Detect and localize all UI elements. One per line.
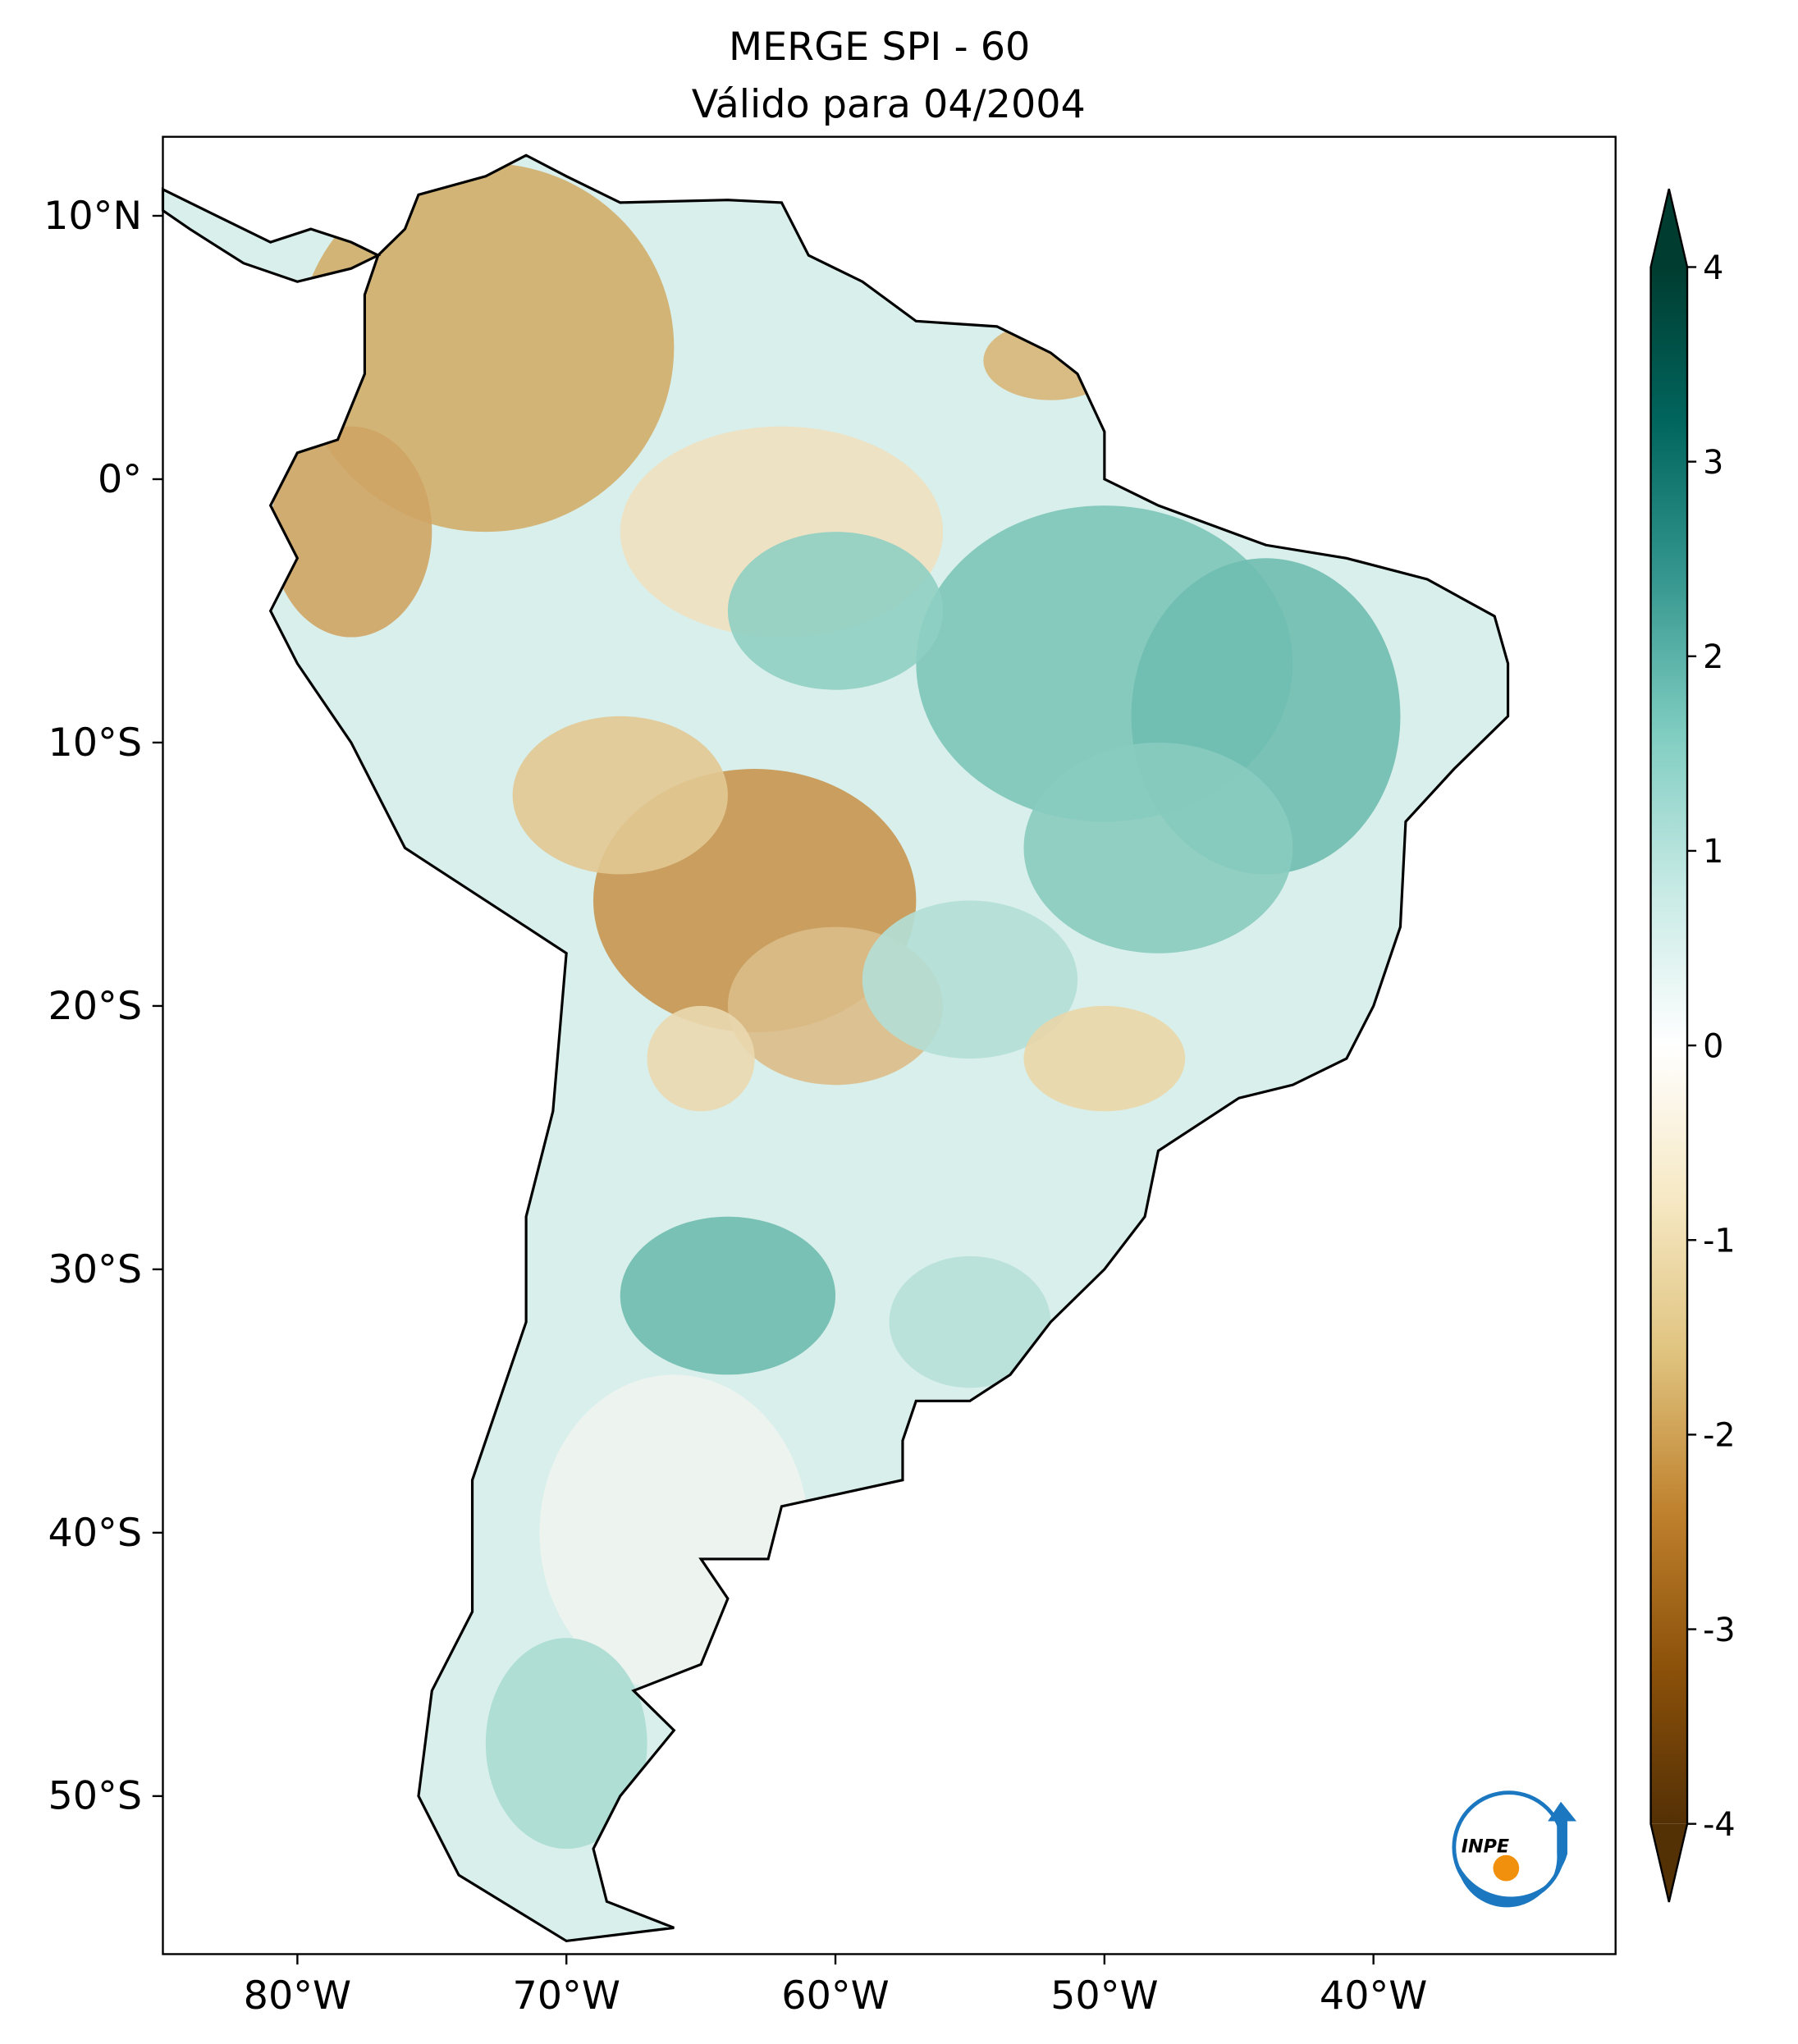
y-tick-label: 0° bbox=[98, 457, 142, 502]
colorbar-tick-label: 1 bbox=[1703, 833, 1723, 871]
x-tick-label: 50°W bbox=[1050, 1973, 1158, 2019]
spi-field bbox=[270, 162, 1401, 1850]
spi-blob bbox=[297, 162, 675, 533]
spi-blob bbox=[727, 532, 944, 690]
title-line-2: Válido para 04/2004 bbox=[692, 82, 1086, 127]
coastline bbox=[161, 153, 1510, 1943]
spi-blob bbox=[983, 321, 1119, 400]
x-tick-label: 70°W bbox=[512, 1973, 620, 2019]
colorbar: 4 3 2 1 0 -1 -2 -3 -4 bbox=[1649, 188, 1736, 1903]
spi-blob bbox=[647, 1005, 755, 1112]
colorbar-tick-label: 0 bbox=[1703, 1027, 1723, 1065]
logo-text: INPE bbox=[1462, 1836, 1509, 1858]
spi-blob bbox=[862, 900, 1078, 1059]
y-tick-label: 30°S bbox=[48, 1247, 142, 1292]
y-tick-label: 20°S bbox=[48, 984, 142, 1029]
spi-blob bbox=[512, 716, 728, 875]
map-frame bbox=[162, 135, 1617, 1955]
spi-blob bbox=[485, 1638, 647, 1850]
colorbar-tick-label: 3 bbox=[1703, 444, 1723, 482]
spi-blob bbox=[620, 1216, 836, 1375]
logo-arrow bbox=[1457, 1801, 1577, 1908]
colorbar-extend-bottom bbox=[1650, 1823, 1688, 1902]
colorbar-tick-label: -2 bbox=[1703, 1417, 1736, 1455]
y-tick-label: 50°S bbox=[48, 1774, 142, 1819]
y-tick-label: 10°N bbox=[43, 194, 142, 239]
colorbar-tick-label: 4 bbox=[1703, 249, 1723, 287]
colorbar-tick-label: -3 bbox=[1703, 1612, 1736, 1649]
colorbar-tick-label: 2 bbox=[1703, 638, 1723, 676]
spi-blob bbox=[1023, 1005, 1186, 1112]
spi-blob bbox=[270, 426, 432, 638]
colorbar-extend-top bbox=[1650, 189, 1688, 268]
x-tick-label: 40°W bbox=[1320, 1973, 1427, 2019]
x-tick-label: 80°W bbox=[244, 1973, 351, 2019]
colorbar-body bbox=[1650, 267, 1688, 1824]
y-tick-label: 10°S bbox=[48, 720, 142, 766]
title-line-1: MERGE SPI - 60 bbox=[729, 25, 1030, 70]
colorbar-tick-label: -1 bbox=[1703, 1223, 1736, 1260]
logo-dot bbox=[1493, 1854, 1520, 1882]
spi-blob bbox=[889, 1255, 1051, 1388]
colorbar-tick-label: -4 bbox=[1703, 1806, 1736, 1844]
map-area bbox=[161, 153, 1510, 1943]
y-tick-label: 40°S bbox=[48, 1511, 142, 1556]
inpe-logo: INPE bbox=[1452, 1790, 1577, 1908]
spi-blob bbox=[1023, 742, 1293, 953]
x-tick-label: 60°W bbox=[781, 1973, 889, 2019]
